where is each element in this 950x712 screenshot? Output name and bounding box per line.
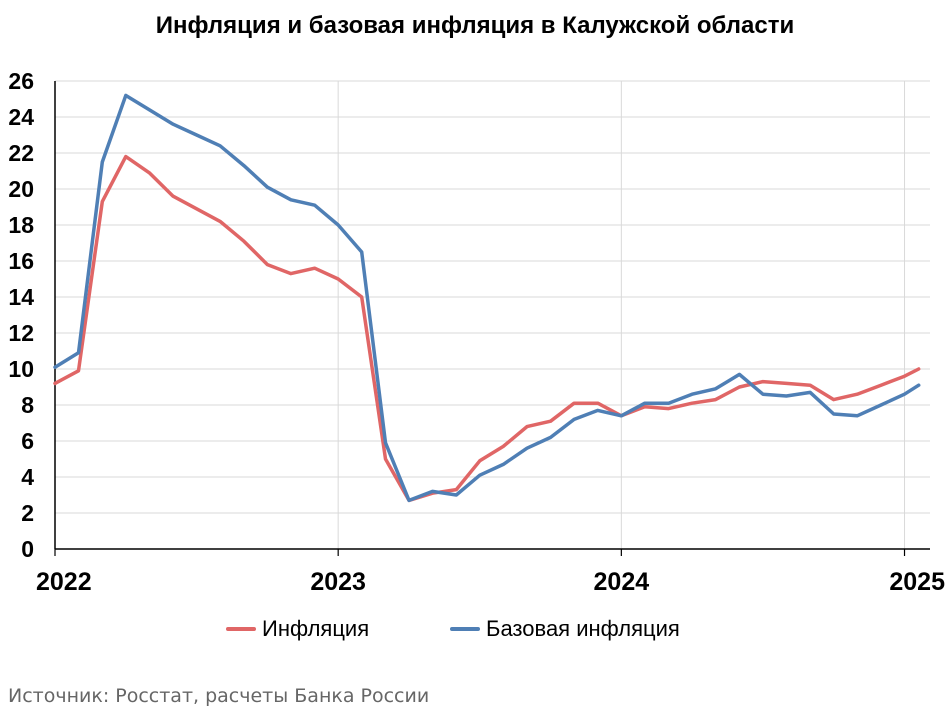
series-line-inflation [53,154,921,503]
x-tick-labels: 2022 2023 2024 2025 [36,568,945,596]
x-tick-label: 2025 [889,568,945,596]
y-tick-label: 2 [21,500,34,526]
x-tick-label: 2023 [310,568,366,596]
y-tick-label: 20 [8,176,34,202]
legend-label-inflation: Инфляция [262,616,370,641]
y-tick-label: 6 [21,428,34,454]
y-tick-label: 18 [8,212,34,238]
legend-item-core-inflation: Базовая инфляция [450,616,680,642]
y-tick-label: 0 [21,536,34,562]
legend-item-inflation: Инфляция [226,616,369,642]
gridlines [55,80,930,549]
y-tick-label: 4 [21,464,34,490]
chart-title: Инфляция и базовая инфляция в Калужской … [155,12,795,39]
legend-label-core-inflation: Базовая инфляция [486,616,680,641]
y-tick-label: 26 [8,68,34,94]
y-tick-label: 22 [8,140,34,166]
y-tick-label: 24 [8,104,34,130]
y-tick-label: 10 [8,356,34,382]
legend: Инфляция Базовая инфляция [0,616,950,644]
series-line-core-inflation [53,93,921,503]
legend-swatch-core-inflation [450,627,480,631]
series-lines [53,93,921,503]
y-tick-label: 14 [8,284,34,310]
x-tick-label: 2024 [594,568,650,596]
y-tick-label: 8 [21,392,34,418]
legend-swatch-inflation [226,627,256,631]
source-note: Источник: Росстат, расчеты Банка России [8,685,430,707]
y-tick-label: 16 [8,248,34,274]
axes [54,81,930,556]
y-tick-label: 12 [8,320,34,346]
x-tick-label: 2022 [36,568,92,596]
